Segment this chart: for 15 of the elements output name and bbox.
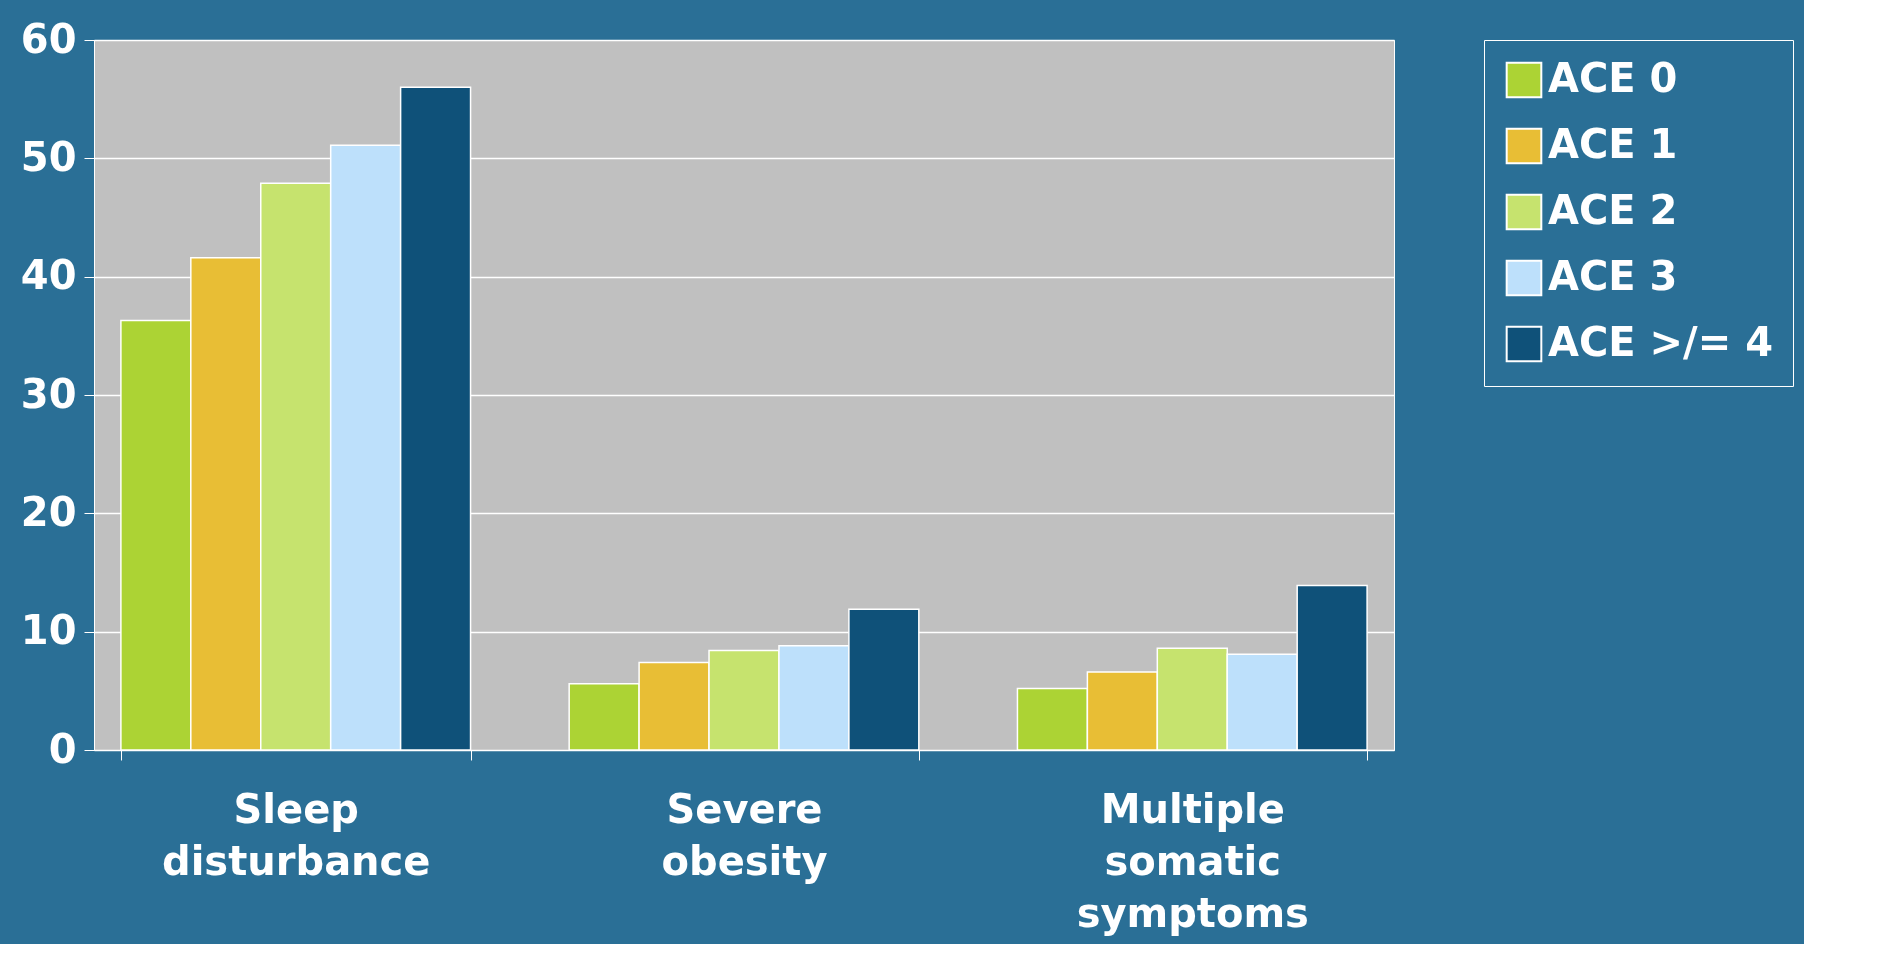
legend-label: ACE 1 <box>1548 121 1678 167</box>
y-tick-label: 20 <box>20 488 77 535</box>
x-tick-label: Multiple somatic symptoms <box>1076 785 1309 936</box>
x-tick-label: Sleep disturbance <box>162 785 431 884</box>
legend-label: ACE 3 <box>1548 253 1678 299</box>
y-tick-label: 0 <box>48 725 77 772</box>
y-tick-label: 50 <box>20 133 77 180</box>
y-tick-label: 40 <box>20 252 77 299</box>
legend-label: ACE >/= 4 <box>1548 319 1773 365</box>
y-tick-label: 10 <box>20 607 77 654</box>
legend-label: ACE 2 <box>1548 187 1678 233</box>
y-tick-label: 60 <box>20 15 77 62</box>
legend-label: ACE 0 <box>1548 55 1678 101</box>
y-tick-label: 30 <box>20 370 77 417</box>
x-tick-label: Severe obesity <box>661 785 828 884</box>
